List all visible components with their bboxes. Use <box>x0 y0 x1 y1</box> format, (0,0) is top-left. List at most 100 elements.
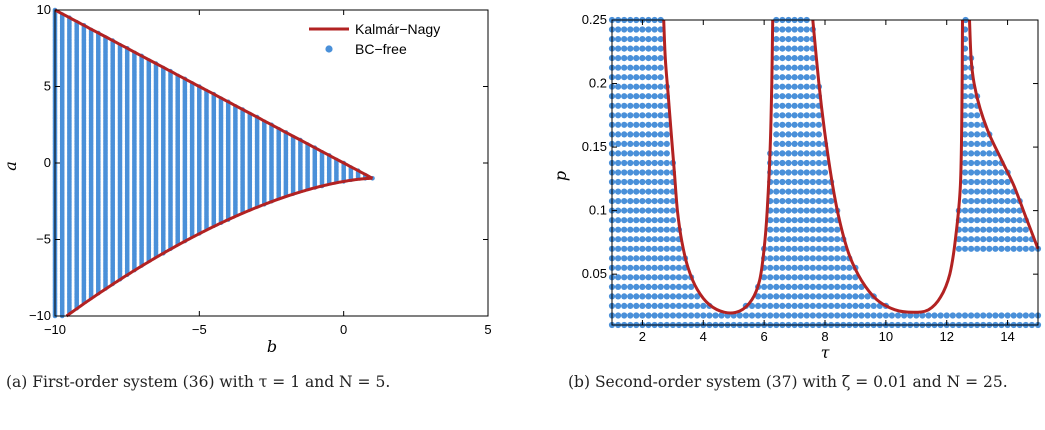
region-dot <box>773 102 780 109</box>
region-dot <box>815 236 823 243</box>
region-dot <box>809 226 816 233</box>
region-dot <box>645 55 652 62</box>
region-dot <box>797 283 804 290</box>
region-dot <box>633 217 640 224</box>
region-dot <box>773 245 780 252</box>
region-dot <box>828 264 835 271</box>
region-dot <box>785 55 792 62</box>
region-dot <box>821 293 829 300</box>
region-dot <box>785 131 792 138</box>
region-dot <box>615 131 622 138</box>
region-dot <box>797 131 804 138</box>
region-dot <box>931 312 938 319</box>
region-dot <box>633 178 640 186</box>
region-dot <box>797 302 804 309</box>
region-dot <box>785 255 792 262</box>
region-dot <box>852 302 859 309</box>
region-dot <box>864 293 871 300</box>
region-dot <box>669 245 677 252</box>
region-dot <box>681 293 689 300</box>
region-dot <box>633 312 640 319</box>
region-dot <box>639 140 646 147</box>
region-dot <box>645 255 652 262</box>
region-dot <box>627 188 634 195</box>
region-dot <box>761 312 768 319</box>
region-dot <box>809 93 816 100</box>
region-dot <box>852 312 859 319</box>
y-tick-label: 0 <box>44 155 51 170</box>
chart-b-region-dots <box>608 16 1042 329</box>
region-dot <box>657 83 664 90</box>
region-dot <box>864 302 871 309</box>
region-dot <box>688 312 695 319</box>
region-dot <box>785 217 792 224</box>
region-dot <box>663 312 670 319</box>
region-dot <box>657 169 664 176</box>
y-tick-label: 10 <box>37 2 51 17</box>
region-dot <box>809 188 816 195</box>
region-dot <box>621 245 628 252</box>
region-dot <box>712 312 719 319</box>
region-dot <box>639 264 646 271</box>
region-dot <box>840 312 847 319</box>
region-dot <box>657 45 664 52</box>
region-dot <box>681 302 689 309</box>
region-dot <box>773 140 780 147</box>
region-dot <box>651 112 658 119</box>
region-dot <box>651 283 658 290</box>
region-dot <box>961 198 969 205</box>
region-dot <box>815 283 823 290</box>
region-dot <box>633 121 640 128</box>
region-dot <box>779 207 786 214</box>
region-dot <box>615 93 622 100</box>
region-dot <box>809 207 816 214</box>
region-dot <box>785 150 792 157</box>
region-dot <box>779 293 786 300</box>
region-dot <box>657 55 664 62</box>
region-dot <box>791 83 798 90</box>
region-dot <box>785 312 792 319</box>
legend-dot-swatch <box>325 45 333 53</box>
region-dot <box>615 55 622 62</box>
chart-a-xlabel: b <box>267 337 277 356</box>
region-dot <box>815 312 823 319</box>
region-dot <box>803 302 810 309</box>
region-dot <box>694 302 701 309</box>
region-dot <box>834 274 841 281</box>
region-dot <box>791 64 798 71</box>
region-dot <box>657 217 664 224</box>
region-dot <box>797 140 804 147</box>
region-dot <box>639 217 646 224</box>
region-dot <box>657 26 664 33</box>
region-dot <box>615 121 622 128</box>
region-dot <box>785 302 792 309</box>
region-dot <box>645 36 652 43</box>
region-dot <box>773 112 780 119</box>
region-dot <box>949 312 956 319</box>
region-dot <box>657 302 664 309</box>
region-dot <box>785 36 792 43</box>
region-dot <box>821 159 829 167</box>
region-dot <box>791 131 798 138</box>
region-dot <box>791 217 798 224</box>
region-dot <box>864 312 871 319</box>
region-dot <box>633 188 640 195</box>
region-dot <box>675 264 683 271</box>
region-dot <box>779 226 786 233</box>
region-dot <box>809 293 816 300</box>
region-dot <box>779 102 786 109</box>
region-dot <box>742 312 750 319</box>
region-dot <box>615 274 622 281</box>
region-dot <box>736 312 743 319</box>
region-dot <box>639 255 646 262</box>
region-dot <box>633 150 640 157</box>
region-dot <box>657 274 664 281</box>
region-dot <box>809 102 816 109</box>
region-dot <box>615 312 622 319</box>
region-dot <box>773 255 780 262</box>
region-dot <box>615 36 622 43</box>
region-dot <box>627 198 634 205</box>
region-dot <box>815 207 823 214</box>
